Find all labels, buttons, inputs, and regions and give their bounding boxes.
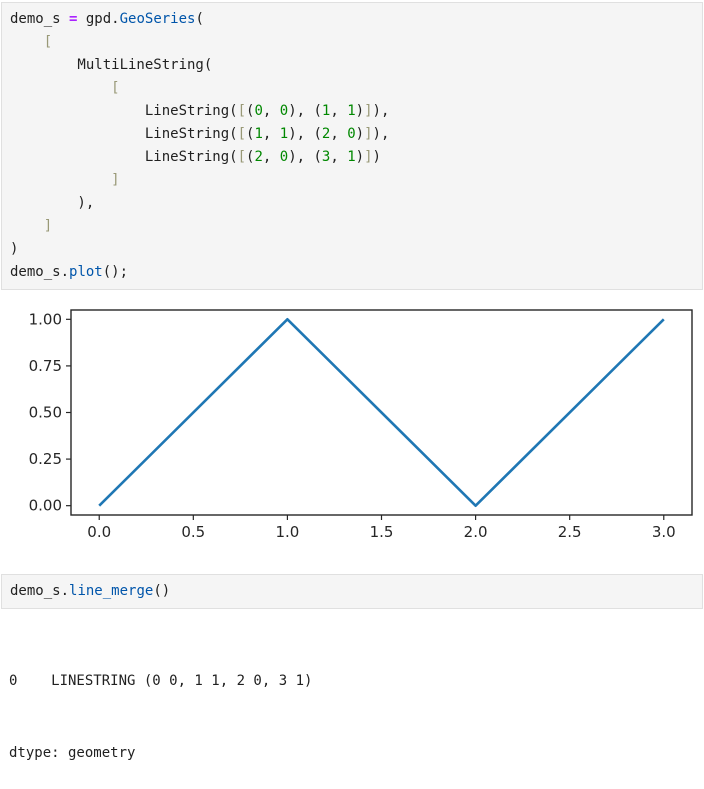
x-tick-label: 1.0 [275, 523, 299, 541]
matplotlib-line-chart: 0.0 0.5 1.0 1.5 2.0 2.5 3.0 0.00 0.25 0.50 0.75 1.0… [29, 309, 693, 541]
y-tick-label: 1.00 [29, 310, 62, 328]
code-line: [ [111, 80, 120, 96]
series-dtype: dtype: geometry [9, 745, 136, 761]
code-line: demo_s.line_merge() [10, 583, 171, 599]
code-cell-line-merge[interactable]: demo_s.line_merge() [1, 574, 703, 609]
x-tick-label: 0.0 [87, 523, 111, 541]
x-tick-label: 0.5 [181, 523, 205, 541]
code-line: ) [10, 241, 19, 257]
code-line: [ [43, 34, 53, 50]
code-cell-geoseries[interactable]: demo_s = gpd.GeoSeries( [ MultiLineStrin… [1, 2, 703, 290]
code-line: MultiLineString( [10, 57, 213, 73]
code-line: ), [10, 195, 95, 211]
y-tick-label: 0.00 [29, 497, 62, 515]
code-line: demo_s = gpd.GeoSeries( [10, 11, 204, 27]
x-tick-label: 2.5 [558, 523, 582, 541]
x-tick-label: 3.0 [652, 523, 676, 541]
code-line: LineString([(0, 0), (1, 1)]), [10, 103, 390, 119]
plot-output-area: 0.0 0.5 1.0 1.5 2.0 2.5 3.0 0.00 0.25 0.50 0.75 1.0… [1, 297, 703, 547]
code-line: ] [111, 172, 120, 188]
y-tick-label: 0.50 [29, 404, 62, 422]
x-tick-label: 1.5 [370, 523, 394, 541]
notebook-page: { "colors": { "cell_bg": "#f5f5f5", "cel… [0, 0, 704, 761]
series-text-output: 0 LINESTRING (0 0, 1 1, 2 0, 3 1) dtype:… [1, 621, 703, 789]
plot-line [98, 317, 665, 507]
code-line: demo_s.plot(); [10, 264, 129, 280]
y-tick-label: 0.25 [29, 450, 62, 468]
code-line: LineString([(1, 1), (2, 0)]), [10, 126, 390, 142]
code-line: LineString([(2, 0), (3, 1)]) [10, 149, 381, 165]
code-line: ] [43, 218, 53, 234]
x-tick-label: 2.0 [464, 523, 488, 541]
y-tick-label: 0.75 [29, 357, 62, 375]
